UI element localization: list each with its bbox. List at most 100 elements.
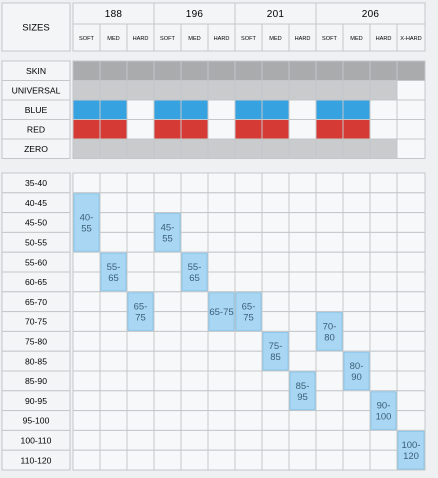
hardness-label: HARD [133,36,149,42]
weight-cell [261,410,290,431]
variant-cell [153,99,182,120]
size-header-label: 206 [362,9,380,20]
weight-cell [315,192,344,214]
weight-cell [396,350,426,372]
recommended-range-label: 80 [324,332,335,343]
variant-cell [126,138,155,159]
variant-cell [126,80,155,101]
variant-cell [288,60,317,81]
weight-cell [234,212,263,233]
weight-cell [396,370,426,392]
weight-cell [72,251,101,273]
weight-cell [396,410,426,431]
size-header-label: 196 [186,9,204,20]
variant-cell [396,138,426,159]
recommended-range-label: 85 [270,352,281,363]
weight-cell [342,429,371,451]
hardness-cell [126,23,155,52]
weight-cell [72,291,101,313]
weight-cell [315,251,344,273]
variant-cell [207,119,236,140]
variant-cell [369,80,398,101]
hardness-label: SOFT [79,36,94,42]
weight-cell [342,330,371,352]
weight-cell [180,330,209,352]
recommended-range-label: 120 [403,451,419,462]
hardness-label: MED [188,36,200,42]
recommended-size-cell [100,252,127,292]
weight-cell [99,390,128,412]
variant-label: RED [27,124,45,134]
weight-label: 40-45 [25,198,47,208]
weight-cell [288,231,317,253]
recommended-range-label: 55 [162,233,173,244]
weight-cell [342,231,371,253]
weight-cell [342,291,371,313]
variant-cell [315,138,344,159]
weight-cell [396,271,426,293]
hardness-label: MED [350,36,362,42]
weight-label: 110-120 [21,455,52,465]
hardness-label: MED [269,36,281,42]
weight-cell [396,251,426,273]
variant-cell [315,60,344,81]
weight-label: 75-80 [25,337,47,347]
weight-cell [342,410,371,431]
weight-cell [153,172,182,194]
weight-cell [99,429,128,451]
weight-cell [342,192,371,214]
variant-cell [207,138,236,159]
recommended-range-label: 45- [161,222,175,233]
weight-cell [234,350,263,372]
weight-cell [396,390,426,412]
weight-label: 85-90 [25,376,47,386]
variant-cell [180,80,209,101]
variant-cell [99,138,128,159]
variant-cell [288,80,317,101]
variant-cell [396,99,426,120]
weight-cell [126,370,155,392]
variant-cell [72,80,101,101]
weight-cell [180,390,209,412]
weight-cell [207,410,236,431]
sizes-title-cell [1,2,71,52]
variant-cell [99,60,128,81]
weight-cell [315,212,344,233]
recommended-size-cell [316,312,343,351]
weight-cell [126,231,155,253]
recommended-range-label: 70- [323,321,337,332]
weight-label: 60-65 [25,277,47,287]
weight-cell [261,311,290,332]
weight-cell [396,172,426,194]
weight-cell [261,449,290,471]
hardness-cell [369,23,398,52]
weight-cell [126,429,155,451]
variant-label: UNIVERSAL [12,85,61,95]
weight-cell [153,251,182,273]
recommended-size-cell [235,292,262,331]
weight-cell [234,429,263,451]
weight-cell [99,172,128,194]
variant-cell [99,119,128,140]
weight-cell [180,429,209,451]
weight-cell [288,410,317,431]
weight-cell [369,172,398,194]
weight-cell [396,231,426,253]
weight-cell [369,291,398,313]
weight-cell [261,370,290,392]
variant-cell [369,60,398,81]
recommended-range-label: 75- [269,341,283,352]
weight-cell [180,291,209,313]
weight-cell [396,311,426,332]
variant-cell [180,99,209,120]
weight-cell [180,449,209,471]
weight-cell [288,350,317,372]
variant-cell [207,80,236,101]
weight-cell [180,350,209,372]
weight-label-cell [1,449,71,471]
weight-cell [126,192,155,214]
weight-cell [261,251,290,273]
recommended-range-label: 65- [242,302,256,313]
recommended-range-label: 55- [188,262,202,273]
recommended-size-cell [154,213,181,252]
